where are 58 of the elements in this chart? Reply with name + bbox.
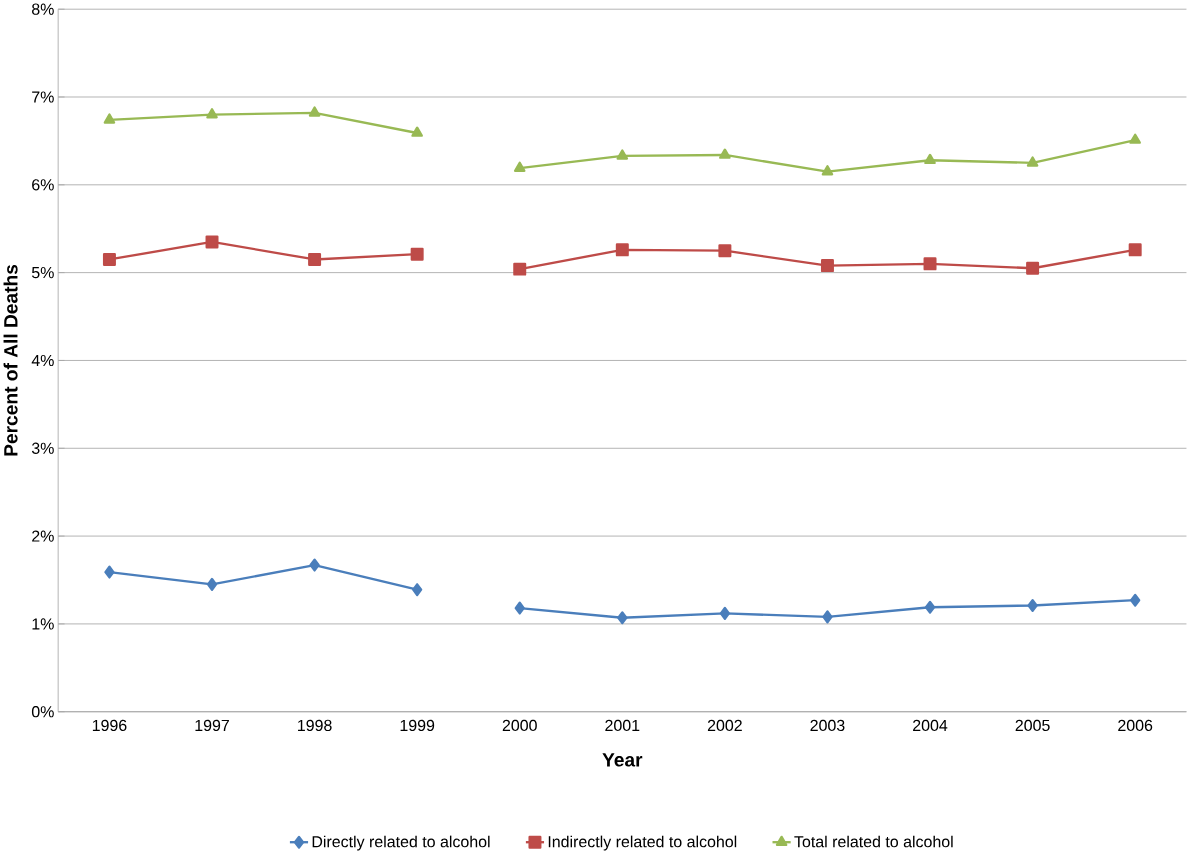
y-tick-label: 8% xyxy=(32,3,54,15)
point xyxy=(718,244,732,258)
point xyxy=(410,247,424,261)
point xyxy=(1129,133,1141,144)
point xyxy=(411,126,423,137)
legend-label: Directly related to alcohol xyxy=(312,835,490,851)
point xyxy=(308,106,321,117)
point xyxy=(206,577,218,591)
point xyxy=(104,565,115,579)
point xyxy=(1128,243,1142,257)
x-tick-label: 1997 xyxy=(195,719,229,732)
point xyxy=(205,235,219,249)
point xyxy=(513,262,527,276)
x-tick-label: 2001 xyxy=(605,719,640,732)
point xyxy=(309,558,320,572)
y-tick-label: 4% xyxy=(31,354,54,367)
point xyxy=(719,148,731,159)
point xyxy=(924,153,936,165)
x-tick-label: 2005 xyxy=(1015,719,1050,732)
point xyxy=(1130,593,1141,607)
y-axis-title: Percent of All Deaths xyxy=(3,264,18,456)
point xyxy=(616,149,629,160)
y-tick-label: 3% xyxy=(31,442,54,454)
point xyxy=(1026,156,1039,167)
x-tick-label: 1996 xyxy=(92,719,127,732)
x-axis-title: Year xyxy=(602,753,643,767)
y-tick-label: 2% xyxy=(32,530,54,542)
y-tick-label: 6% xyxy=(32,179,54,191)
point xyxy=(513,161,526,172)
point xyxy=(514,601,525,615)
point xyxy=(923,257,937,271)
x-tick-label: 2002 xyxy=(707,719,742,732)
x-tick-label: 2003 xyxy=(810,719,845,732)
legend-label: Total related to alcohol xyxy=(794,835,953,848)
point xyxy=(719,606,731,620)
point xyxy=(1026,261,1040,275)
point xyxy=(412,583,423,597)
point xyxy=(206,108,218,119)
x-tick-label: 2000 xyxy=(502,719,537,732)
y-tick-label: 0% xyxy=(31,706,54,718)
x-tick-label: 1998 xyxy=(298,719,332,732)
x-tick-label: 2004 xyxy=(913,719,948,732)
y-tick-label: 1% xyxy=(32,618,54,630)
y-tick-label: 5% xyxy=(31,267,54,279)
point xyxy=(821,165,834,176)
point xyxy=(615,243,629,257)
legend-label: Indirectly related to alcohol xyxy=(548,835,737,851)
point xyxy=(1027,598,1038,612)
point xyxy=(102,252,116,266)
x-tick-label: 2006 xyxy=(1118,719,1153,732)
point xyxy=(103,113,116,124)
y-tick-label: 7% xyxy=(32,91,54,103)
point xyxy=(822,610,833,624)
point xyxy=(617,611,628,625)
point xyxy=(308,252,322,266)
point xyxy=(924,600,936,614)
point xyxy=(820,259,834,273)
x-tick-label: 1999 xyxy=(400,719,435,732)
